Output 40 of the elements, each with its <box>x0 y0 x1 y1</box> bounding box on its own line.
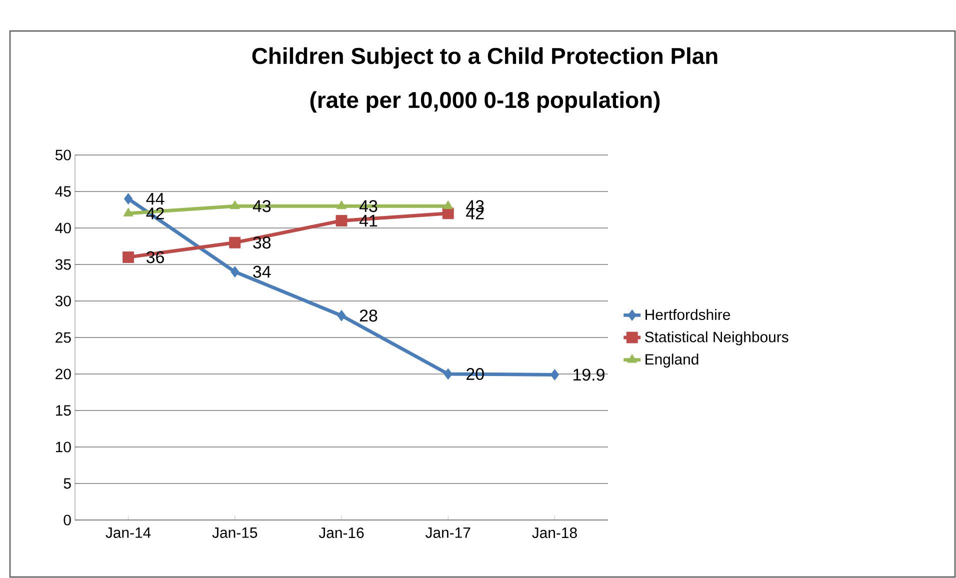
y-tick-label: 45 <box>55 186 71 197</box>
point <box>336 200 346 210</box>
y-tick-label: 40 <box>55 222 71 234</box>
x-tick-label: Jan-17 <box>425 528 470 538</box>
y-tick-label: 35 <box>55 259 71 270</box>
data-label: 19.9 <box>574 368 604 381</box>
y-tick-label: 50 <box>55 150 71 160</box>
y-tick-label: 25 <box>56 332 71 343</box>
point <box>336 214 348 226</box>
point <box>442 208 454 220</box>
data-label: 38 <box>253 236 271 249</box>
data-label: 28 <box>360 310 378 322</box>
chart-title: Children Subject to a Child Protection Plan <box>252 47 718 69</box>
point <box>122 251 134 263</box>
x-tick-label: Jan-14 <box>106 528 151 538</box>
legend-label: Statistical Neighbours <box>645 331 788 346</box>
legend-label: England <box>646 354 698 368</box>
legend-label: Hertfordshire <box>646 309 730 320</box>
y-tick-label: 0 <box>64 514 71 526</box>
point <box>124 193 133 205</box>
y-tick-label: 5 <box>64 478 71 489</box>
y-tick-label: 10 <box>56 442 71 452</box>
point <box>230 200 240 210</box>
point <box>337 310 346 322</box>
y-tick-label: 15 <box>56 405 71 416</box>
chart-subtitle: (rate per 10,000 0-18 population) <box>310 91 660 113</box>
y-tick-label: 30 <box>55 296 71 306</box>
point <box>229 236 241 248</box>
point <box>443 200 454 210</box>
point <box>123 208 134 216</box>
data-label: 42 <box>146 207 164 220</box>
point <box>230 266 240 278</box>
x-tick-label: Jan-18 <box>532 528 577 538</box>
data-label: 34 <box>253 266 271 278</box>
x-tick-label: Jan-15 <box>212 528 258 538</box>
y-tick-label: 20 <box>56 368 71 380</box>
x-tick-label: Jan-16 <box>318 528 364 538</box>
point <box>550 369 560 380</box>
data-label: 44 <box>146 192 164 205</box>
point <box>444 368 452 380</box>
